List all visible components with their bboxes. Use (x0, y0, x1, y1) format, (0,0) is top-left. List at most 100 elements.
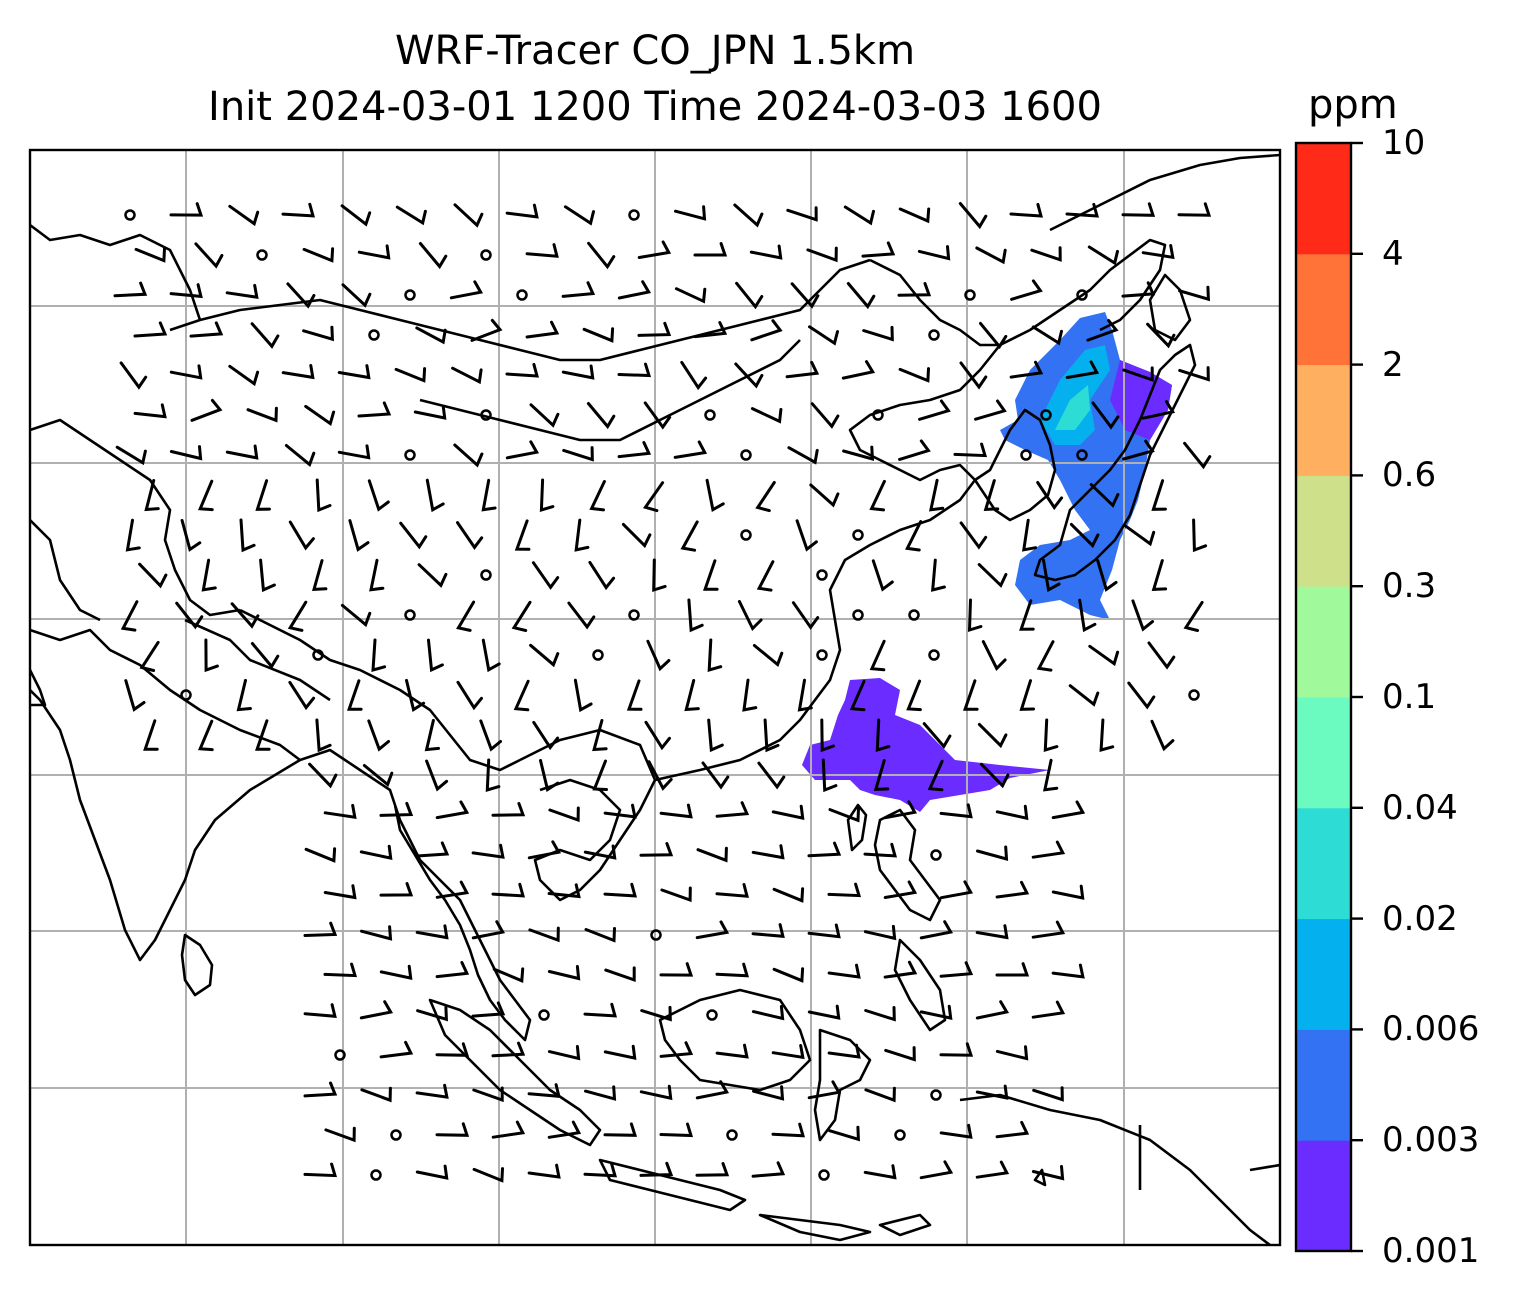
wind-barb (548, 806, 580, 823)
wind-barb (472, 1167, 504, 1183)
colorbar-segment (1296, 697, 1351, 809)
wind-barb (115, 445, 147, 466)
wind-barb (574, 518, 590, 552)
wind-barb (918, 399, 951, 421)
wind-barb (255, 479, 271, 511)
colorbar-segment (1296, 807, 1351, 920)
wind-barb (311, 559, 328, 592)
wind-barb (250, 322, 280, 349)
wind-barb (303, 921, 338, 937)
wind-barb (1031, 1165, 1065, 1181)
wind-barb (863, 842, 898, 858)
wind-barb (939, 961, 974, 978)
wind-barb (1042, 558, 1061, 593)
wind-barb (869, 639, 886, 672)
wind-barb (435, 1122, 470, 1137)
wind-barb (715, 801, 750, 818)
wind-barb (491, 1041, 526, 1058)
calm-wind-circle (592, 649, 604, 661)
wind-barb (752, 1085, 785, 1101)
wind-barb (643, 401, 672, 430)
colorbar-tick-label: 4 (1382, 233, 1404, 274)
calm-wind-circle (1040, 409, 1052, 421)
wind-barb (959, 361, 988, 390)
wind-barb (250, 642, 280, 670)
wind-barb (807, 1080, 842, 1100)
wind-barb (751, 923, 785, 938)
calm-wind-circles (124, 209, 1200, 1181)
wind-barb (341, 283, 372, 308)
wind-barb (435, 800, 470, 820)
wind-barb (976, 845, 1009, 862)
calm-wind-circle (1076, 449, 1088, 461)
wind-barb (190, 398, 223, 422)
wind-barb (120, 600, 139, 632)
wind-barb (995, 804, 1029, 821)
calm-wind-circle (930, 1089, 942, 1101)
wind-barb (583, 1002, 618, 1018)
wind-barb (884, 1046, 916, 1062)
wind-barb (359, 844, 393, 861)
wind-barb (757, 761, 786, 790)
wind-barb (827, 882, 862, 898)
colorbar-segment (1296, 1029, 1351, 1141)
wind-barb (810, 402, 840, 429)
wind-barb (755, 481, 776, 513)
wind-barb (491, 802, 526, 817)
calm-wind-circle (180, 689, 192, 701)
wind-barb (828, 1125, 860, 1142)
wind-barb (687, 598, 704, 633)
wind-barb (791, 601, 820, 630)
wind-barb (528, 926, 560, 943)
wind-barb (750, 319, 783, 342)
wind-barb (1141, 244, 1175, 260)
wind-barb (715, 962, 750, 978)
wind-barb (684, 679, 700, 712)
wind-barb (424, 718, 440, 752)
wind-barb (1141, 400, 1176, 420)
wind-barbs (113, 202, 1212, 1183)
colorbar-tick-label: 0.1 (1382, 677, 1437, 717)
wind-barb (695, 1162, 730, 1177)
wind-barb (133, 321, 168, 338)
wind-barb (873, 759, 890, 791)
wind-barb (809, 483, 840, 508)
wind-barb (906, 679, 922, 712)
wind-barb (1178, 285, 1210, 302)
wind-barb (449, 280, 484, 300)
wind-barb (928, 478, 945, 512)
wind-barb (529, 643, 560, 668)
wind-barb (435, 961, 470, 979)
wind-barb (751, 844, 785, 860)
wind-barb (701, 761, 730, 790)
wind-barb (175, 601, 204, 630)
wind-barb (527, 840, 562, 860)
wind-barb (427, 638, 444, 673)
calm-wind-circle (928, 329, 940, 341)
wind-barb (456, 600, 476, 632)
wind-barb (254, 719, 271, 751)
wind-barb (637, 240, 672, 259)
wind-barb (582, 327, 615, 343)
wind-barb (169, 202, 204, 217)
wind-barb (379, 801, 414, 817)
wind-barb (337, 444, 371, 460)
wind-barb (659, 1041, 694, 1058)
wind-barb (660, 886, 692, 903)
wind-barb (787, 446, 819, 465)
wind-barb (659, 803, 693, 819)
wind-barb (259, 558, 276, 593)
wind-barb (1043, 718, 1059, 753)
wind-barb (646, 639, 671, 672)
wind-barb (405, 678, 426, 712)
wind-barb (693, 321, 728, 339)
wind-barb (939, 1123, 973, 1139)
wind-barb (413, 404, 447, 420)
wind-barb (939, 880, 974, 900)
wind-barb (189, 321, 224, 338)
wind-barb (603, 1044, 637, 1061)
calm-wind-circle (740, 529, 752, 541)
wind-barb (1051, 884, 1085, 900)
colorbar-tick-label: 0.6 (1382, 455, 1437, 496)
wind-barb (453, 443, 484, 468)
